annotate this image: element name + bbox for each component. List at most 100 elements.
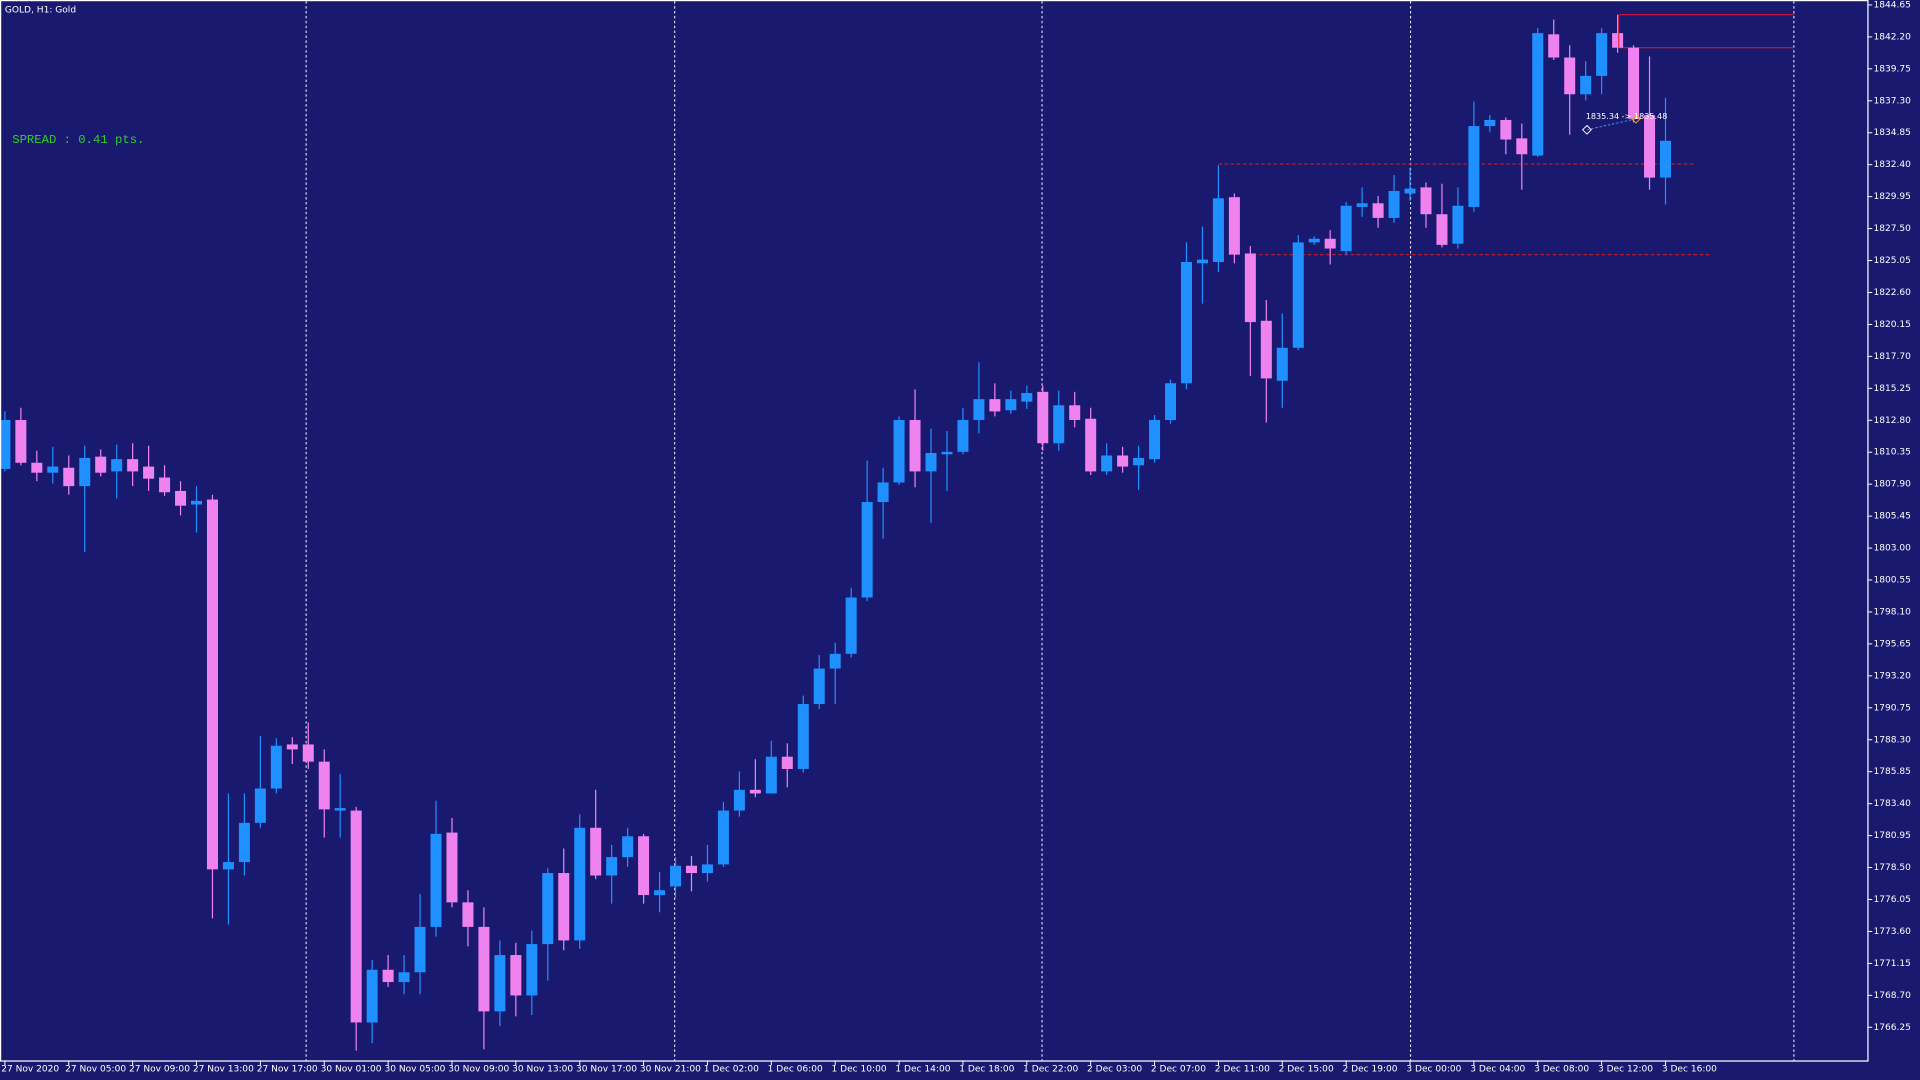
candle-body [1356,203,1368,207]
candle-body [350,810,362,1023]
y-tick-label: 1837.30 [1873,96,1911,106]
candle-body [1372,203,1384,218]
x-tick-label: 1 Dec 02:00 [704,1064,759,1074]
y-tick-label: 1795.65 [1873,639,1910,649]
x-tick-label: 1 Dec 18:00 [959,1064,1014,1074]
candle-body [127,459,139,472]
candle-body [1180,261,1192,384]
candle-body [685,865,698,874]
candle-body [446,832,458,903]
candle-body [254,788,266,823]
candle-body [1228,197,1240,255]
candle-body [47,466,59,473]
y-tick-label: 1827.50 [1873,224,1911,234]
candle-body [654,890,666,896]
candles [0,14,1672,1051]
candle-body [462,902,474,927]
candle-body [973,399,985,421]
y-tick-label: 1825.05 [1873,256,1910,266]
candle-body [1085,418,1097,472]
candle-body [1292,242,1304,348]
y-tick-label: 1766.25 [1873,1023,1910,1033]
y-tick-label: 1803.00 [1873,544,1911,554]
candle-body [813,668,825,705]
x-tick-label: 30 Nov 05:00 [384,1064,445,1074]
x-tick-label: 2 Dec 03:00 [1087,1064,1142,1074]
y-tick-label: 1780.95 [1873,831,1910,841]
candle-body [1452,205,1464,244]
trade-open [1581,124,1592,135]
candle-body [1324,238,1336,249]
x-tick-label: 3 Dec 08:00 [1534,1064,1589,1074]
candle-body [1212,198,1224,262]
x-tick-label: 27 Nov 2020 [1,1064,59,1074]
candle-body [893,420,905,483]
y-tick-label: 1788.30 [1873,735,1911,745]
candle-body [1276,347,1288,381]
x-tick-label: 1 Dec 22:00 [1023,1064,1078,1074]
x-tick-label: 2 Dec 11:00 [1215,1064,1270,1074]
candle-body [1532,33,1544,156]
candle-body [494,955,506,1012]
y-tick-label: 1810.35 [1873,448,1910,458]
candle-body [1580,75,1592,95]
y-tick-label: 1800.55 [1873,576,1910,586]
candle-body [1101,455,1113,472]
x-tick-label: 3 Dec 16:00 [1662,1064,1717,1074]
candle-body [542,873,554,945]
y-tick-label: 1820.15 [1873,320,1910,330]
candle-body [111,459,123,472]
y-tick-label: 1844.65 [1873,0,1910,10]
candle-body [1420,187,1432,215]
candle-body [1500,119,1512,140]
x-tick-label: 2 Dec 19:00 [1342,1064,1397,1074]
candle-body [238,822,250,863]
x-tick-label: 1 Dec 06:00 [768,1064,823,1074]
candle-body [1612,33,1624,48]
chart-title: GOLD, H1: Gold [5,5,76,15]
candle-body [222,862,234,870]
candle-body [1260,320,1272,379]
candle-body [15,420,27,463]
x-tick-label: 27 Nov 17:00 [257,1064,318,1074]
candle-body [989,399,1001,412]
candle-body [430,833,442,927]
y-tick-label: 1778.50 [1873,863,1911,873]
candle-body [334,808,346,811]
candle-body [1564,57,1576,95]
candle-body [606,857,618,876]
x-tick-label: 30 Nov 21:00 [640,1064,701,1074]
spread-label: SPREAD : 0.41 pts. [12,133,144,147]
y-tick-label: 1829.95 [1873,192,1910,202]
x-tick-label: 2 Dec 07:00 [1151,1064,1206,1074]
candle-body [0,420,11,469]
y-tick-label: 1798.10 [1873,607,1911,617]
y-tick-label: 1834.85 [1873,128,1910,138]
candle-body [1005,399,1017,411]
candle-body [701,864,713,874]
x-tick-label: 30 Nov 01:00 [321,1064,382,1074]
candle-body [526,944,538,996]
y-tick-label: 1793.20 [1873,671,1911,681]
candle-body [1596,33,1608,76]
x-tick-label: 27 Nov 05:00 [65,1064,126,1074]
candle-body [398,972,410,983]
candle-body [845,597,857,654]
candle-body [1548,34,1560,58]
trade-close [1630,113,1641,124]
y-tick-label: 1776.05 [1873,895,1910,905]
candle-body [1516,138,1528,155]
candle-body [829,653,841,669]
y-tick-label: 1805.45 [1873,512,1910,522]
candle-body [781,756,793,769]
candle-body [1659,140,1672,178]
y-tick-label: 1785.85 [1873,767,1910,777]
candle-body [366,969,378,1023]
candle-body [733,789,745,811]
plot-frame [0,0,1869,1062]
y-tick-label: 1812.80 [1873,416,1911,426]
x-tick-label: 30 Nov 09:00 [448,1064,509,1074]
y-tick-label: 1790.75 [1873,703,1910,713]
y-tick-label: 1817.70 [1873,352,1911,362]
